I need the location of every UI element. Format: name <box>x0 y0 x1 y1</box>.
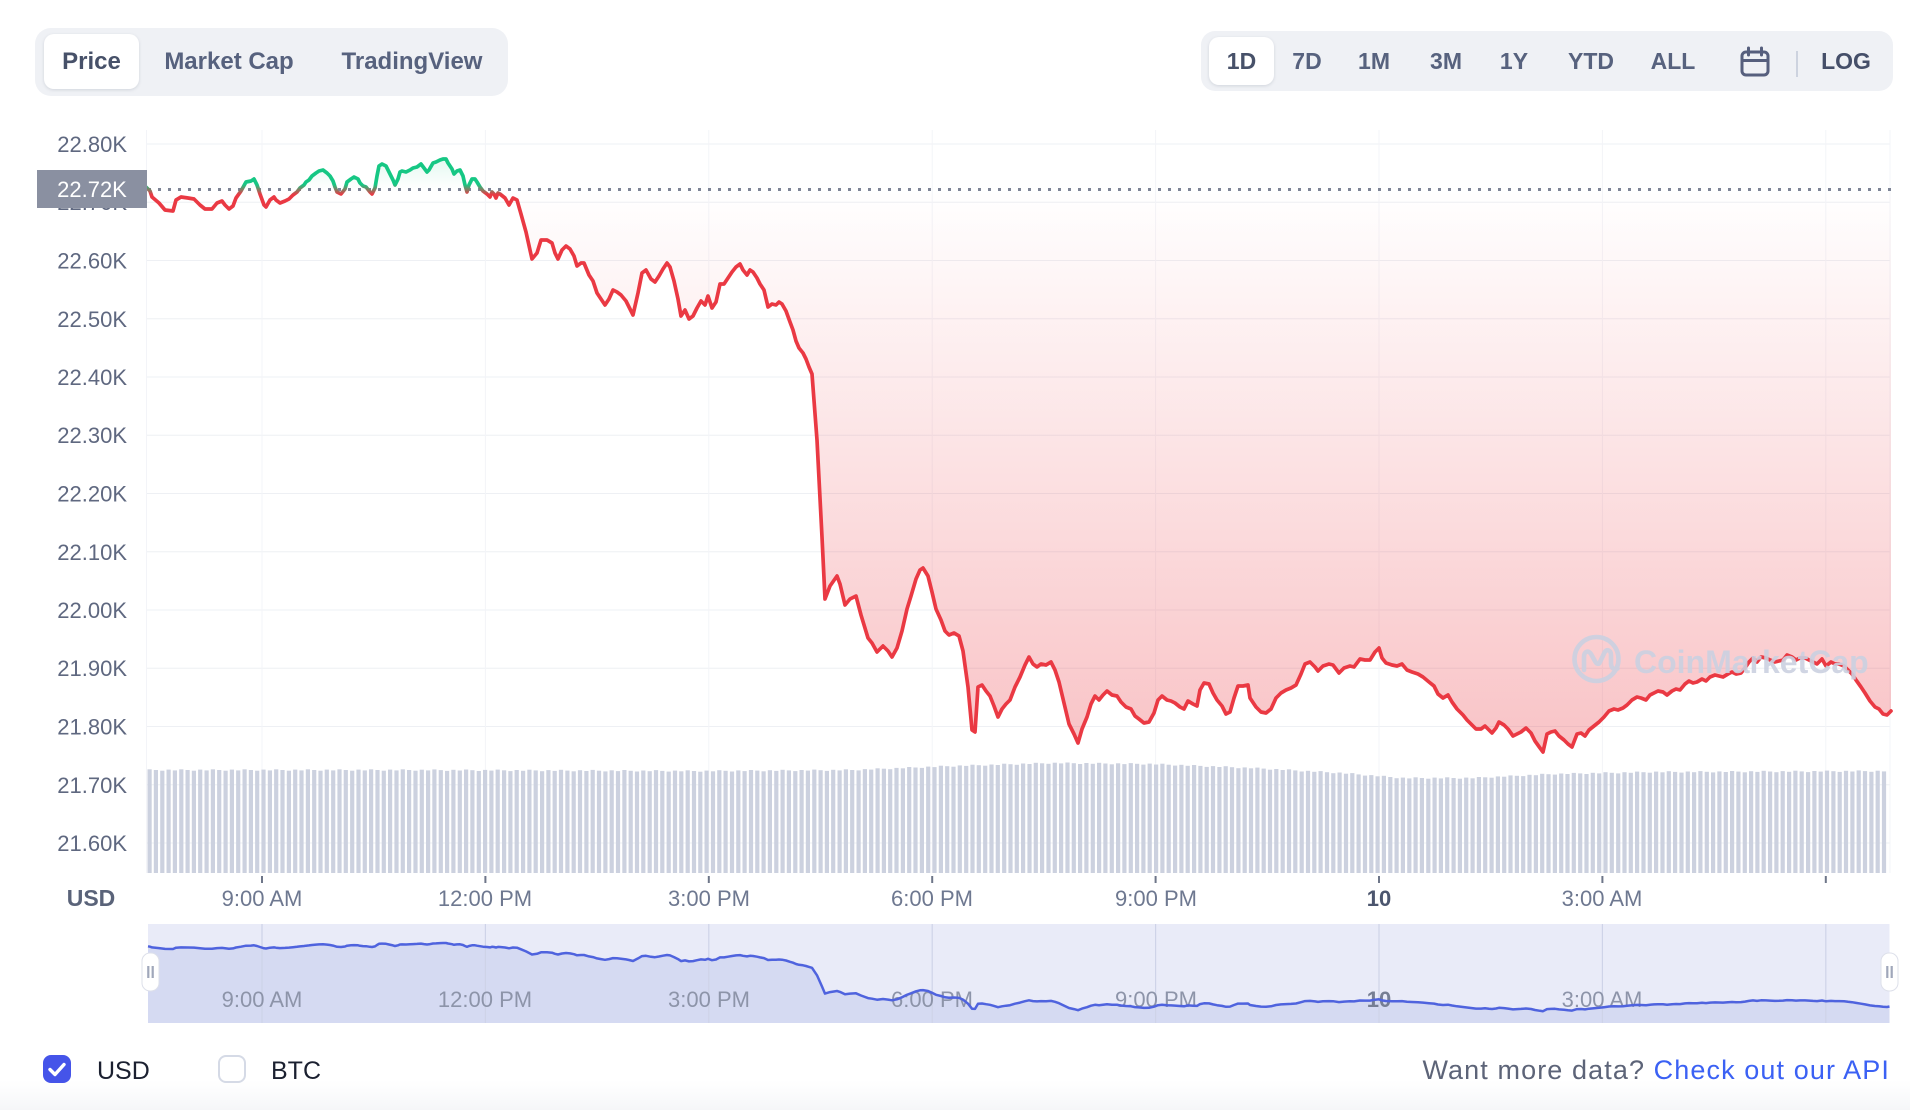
svg-text:9:00 AM: 9:00 AM <box>222 886 303 911</box>
svg-text:6:00 PM: 6:00 PM <box>891 987 973 1012</box>
svg-text:9:00 AM: 9:00 AM <box>222 987 303 1012</box>
svg-text:22.00K: 22.00K <box>57 598 127 623</box>
svg-text:9:00 PM: 9:00 PM <box>1115 886 1197 911</box>
svg-text:CoinMarketCap: CoinMarketCap <box>1634 644 1869 680</box>
svg-text:21.80K: 21.80K <box>57 715 127 740</box>
svg-text:3:00 PM: 3:00 PM <box>668 987 750 1012</box>
svg-text:3:00 AM: 3:00 AM <box>1562 886 1643 911</box>
svg-text:22.40K: 22.40K <box>57 365 127 390</box>
svg-text:12:00 PM: 12:00 PM <box>438 987 532 1012</box>
svg-text:9:00 PM: 9:00 PM <box>1115 987 1197 1012</box>
svg-text:USD: USD <box>67 885 116 911</box>
svg-text:22.20K: 22.20K <box>57 482 127 507</box>
svg-text:21.70K: 21.70K <box>57 773 127 798</box>
svg-text:22.50K: 22.50K <box>57 307 127 332</box>
svg-text:21.90K: 21.90K <box>57 656 127 681</box>
svg-text:22.30K: 22.30K <box>57 423 127 448</box>
svg-text:22.72K: 22.72K <box>57 177 127 202</box>
svg-text:6:00 PM: 6:00 PM <box>891 886 973 911</box>
svg-text:22.10K: 22.10K <box>57 540 127 565</box>
svg-text:12:00 PM: 12:00 PM <box>438 886 532 911</box>
svg-text:22.60K: 22.60K <box>57 249 127 274</box>
svg-text:3:00 PM: 3:00 PM <box>668 886 750 911</box>
svg-text:22.80K: 22.80K <box>57 132 127 157</box>
svg-text:21.60K: 21.60K <box>57 831 127 856</box>
svg-text:10: 10 <box>1367 886 1391 911</box>
